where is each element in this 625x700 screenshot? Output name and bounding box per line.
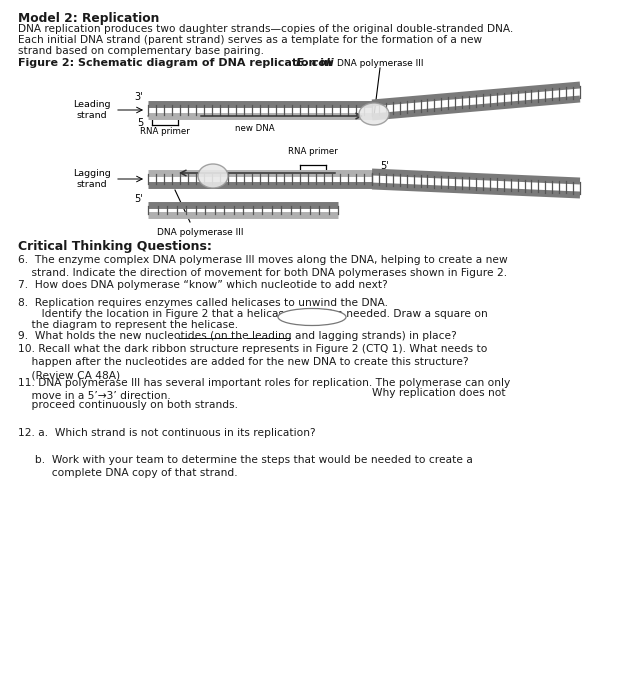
Text: 5': 5': [134, 194, 143, 204]
Text: proceed continuously on both strands.: proceed continuously on both strands.: [18, 400, 238, 410]
Text: Why replication does not: Why replication does not: [372, 388, 506, 398]
Text: the diagram to represent the helicase.: the diagram to represent the helicase.: [18, 320, 238, 330]
Text: b.  Work with your team to determine the steps that would be needed to create a
: b. Work with your team to determine the …: [18, 455, 473, 478]
Text: DNA polymerase III: DNA polymerase III: [157, 228, 243, 237]
Text: 5': 5': [380, 161, 389, 171]
Text: Model 2: Replication: Model 2: Replication: [18, 12, 159, 25]
Text: Identify the location in Figure 2 that a helicase would be needed. Draw a square: Identify the location in Figure 2 that a…: [18, 309, 488, 319]
Text: Leading
strand: Leading strand: [73, 100, 111, 120]
Text: 5: 5: [137, 118, 143, 128]
Text: ': ': [146, 115, 148, 124]
Text: DNA polymerase III: DNA polymerase III: [337, 59, 423, 68]
Text: 9.  What holds the new nucleotides (on the leading and lagging strands) in place: 9. What holds the new nucleotides (on th…: [18, 331, 457, 341]
Text: 8.  Replication requires enzymes called helicases to unwind the DNA.: 8. Replication requires enzymes called h…: [18, 298, 388, 308]
Text: Each initial DNA strand (parent strand) serves as a template for the formation o: Each initial DNA strand (parent strand) …: [18, 35, 482, 45]
Text: 10. Recall what the dark ribbon structure represents in Figure 2 (CTQ 1). What n: 10. Recall what the dark ribbon structur…: [18, 344, 488, 381]
Text: strand based on complementary base pairing.: strand based on complementary base pairi…: [18, 46, 264, 56]
Text: Critical Thinking Questions:: Critical Thinking Questions:: [18, 240, 212, 253]
Text: RNA primer: RNA primer: [140, 127, 190, 136]
Ellipse shape: [359, 103, 389, 125]
Text: Lagging
strand: Lagging strand: [73, 169, 111, 189]
Text: E. coli: E. coli: [296, 58, 334, 68]
Text: 12. a.  Which strand is not continuous in its replication?: 12. a. Which strand is not continuous in…: [18, 428, 316, 438]
Ellipse shape: [198, 164, 228, 188]
Text: DRAW THIS: DRAW THIS: [283, 312, 341, 322]
Text: new DNA: new DNA: [235, 124, 275, 133]
Ellipse shape: [278, 309, 346, 326]
Text: 3': 3': [134, 92, 143, 102]
Text: 7.  How does DNA polymerase “know” which nucleotide to add next?: 7. How does DNA polymerase “know” which …: [18, 280, 388, 290]
Text: DNA replication produces two daughter strands—copies of the original double-stra: DNA replication produces two daughter st…: [18, 24, 513, 34]
Text: RNA primer: RNA primer: [288, 147, 338, 156]
Text: Figure 2: Schematic diagram of DNA replication in: Figure 2: Schematic diagram of DNA repli…: [18, 58, 336, 68]
Text: 6.  The enzyme complex DNA polymerase III moves along the DNA, helping to create: 6. The enzyme complex DNA polymerase III…: [18, 255, 508, 279]
Text: 11. DNA polymerase III has several important roles for replication. The polymera: 11. DNA polymerase III has several impor…: [18, 378, 510, 401]
